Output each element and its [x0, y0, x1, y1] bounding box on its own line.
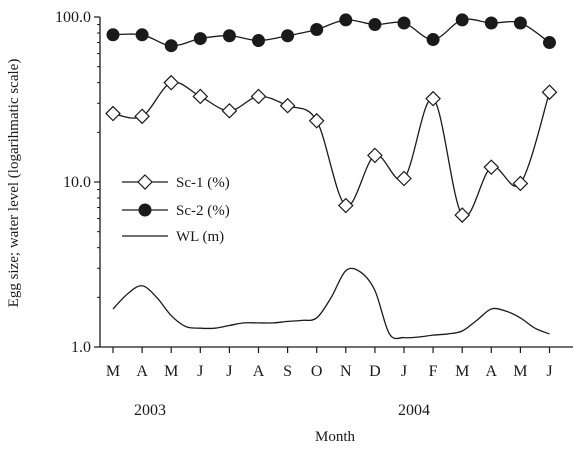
legend-box [116, 167, 251, 245]
legend-diamond-marker [137, 174, 153, 190]
sc2-point [368, 18, 382, 32]
sc2-point [426, 33, 440, 47]
sc2-point [310, 22, 324, 36]
sc2-point [543, 36, 556, 50]
month-label: M [455, 363, 469, 380]
sc2-point [106, 28, 120, 42]
sc1-point [163, 74, 180, 91]
sc1-point [308, 112, 325, 129]
sc2-point [455, 13, 469, 27]
legend-circle-marker [138, 203, 152, 217]
month-label: O [311, 363, 323, 380]
wl-line [112, 267, 550, 340]
sc2-series [106, 13, 556, 53]
sc2-point [222, 29, 236, 43]
sc2-point [252, 34, 265, 48]
legend-label: Sc-1 (%) [176, 175, 230, 191]
month-label: M [513, 363, 527, 380]
month-label: A [253, 363, 265, 380]
month-label: N [340, 363, 352, 380]
sc2-point [339, 13, 353, 27]
month-label: M [164, 363, 178, 380]
sc2-point [135, 28, 149, 42]
sc2-point [397, 16, 411, 30]
sc1-point [541, 84, 558, 101]
x-axis-title: Month [315, 429, 356, 445]
sc1-point [337, 197, 354, 214]
sc1-point [134, 108, 150, 125]
sc2-line [112, 18, 550, 47]
sc1-point [512, 175, 529, 192]
sc2-point [193, 32, 207, 46]
sc2-point [513, 16, 527, 30]
axis-labels: 2003 2004 Month Egg size; water level (loga… [6, 59, 430, 445]
sc1-point [279, 97, 296, 114]
sc1-point [221, 102, 238, 119]
sc1-point [192, 88, 209, 105]
sc1-point [105, 105, 121, 122]
sc1-point [483, 159, 500, 176]
month-label: A [136, 363, 148, 380]
month-label: M [106, 363, 120, 380]
y-tick-label: 100.0 [55, 9, 91, 26]
sc1-point [396, 170, 412, 187]
sc1-point [425, 90, 441, 107]
sc1-point [454, 207, 471, 223]
month-label: J [226, 363, 232, 380]
month-label: J [546, 363, 552, 380]
month-label: J [401, 363, 407, 380]
year-label-2003: 2003 [134, 402, 166, 419]
legend: Sc-1 (%) Sc-2 (%) WL (m) [116, 167, 251, 245]
wl-series [112, 267, 550, 340]
sc2-point [281, 29, 295, 43]
sc1-series [105, 74, 558, 223]
y-axis-title: Egg size; water level (logarihmatic scal… [6, 59, 22, 308]
month-label: F [429, 363, 438, 380]
y-tick-label: 1.0 [71, 339, 91, 356]
month-label: D [369, 363, 381, 380]
y-tick-label: 10.0 [63, 174, 91, 191]
sc2-point [164, 39, 178, 53]
month-label: J [197, 363, 203, 380]
month-label: A [486, 363, 498, 380]
month-label: S [283, 363, 292, 380]
year-label-2004: 2004 [398, 402, 430, 419]
legend-label: WL (m) [176, 229, 224, 245]
legend-label: Sc-2 (%) [176, 203, 230, 219]
sc1-point [367, 147, 383, 164]
sc1-point [250, 88, 267, 105]
sc2-point [484, 16, 498, 30]
